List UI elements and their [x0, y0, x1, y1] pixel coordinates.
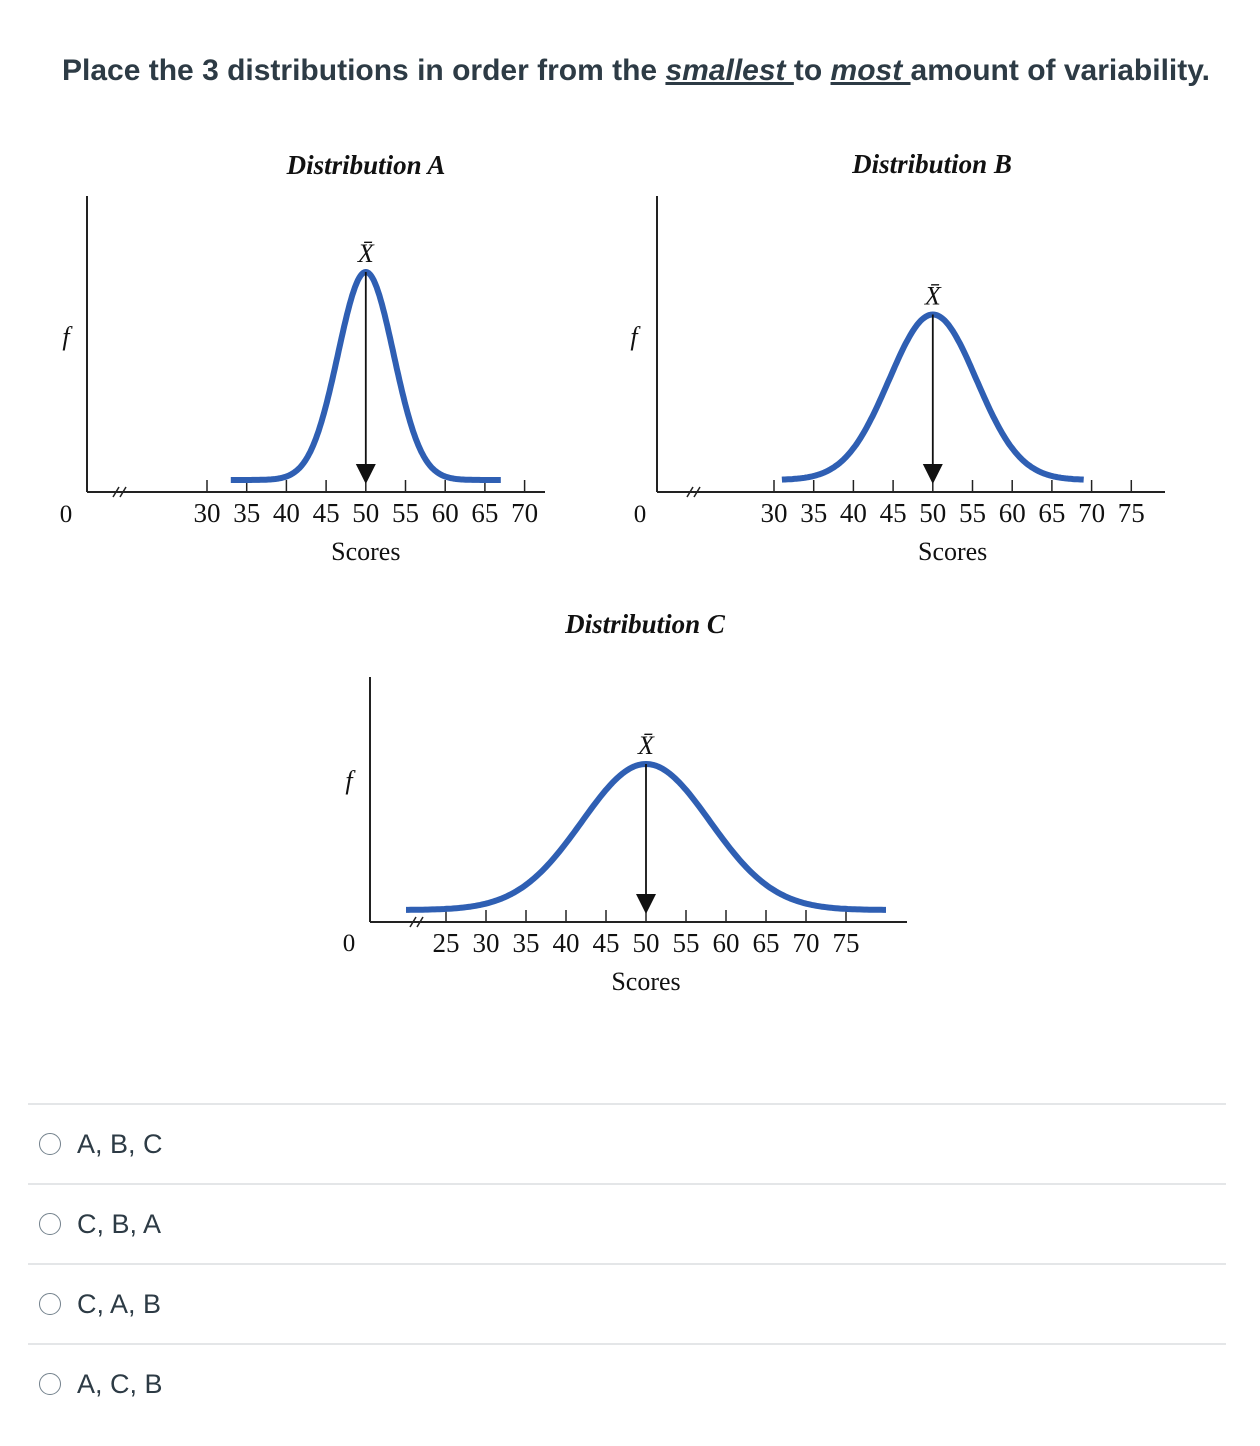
distributions-figure: Distribution A f 0 30 35 40 45 50 55 60 65 70 Scores… — [60, 149, 1165, 996]
x-tick-label: 30 — [473, 928, 500, 958]
x-axis-title: Scores — [611, 967, 680, 996]
x-tick-label: 30 — [761, 498, 788, 528]
x-tick-label: 65 — [1038, 498, 1065, 528]
answer-label: A, B, C — [77, 1128, 163, 1159]
y-origin-label: 0 — [60, 501, 73, 528]
x-axis-title: Scores — [918, 537, 987, 566]
x-tick-label: 60 — [432, 498, 459, 528]
question-text: Place the 3 distributions in order from … — [62, 50, 1242, 92]
question-post: amount of variability. — [910, 54, 1211, 87]
x-tick-label: 65 — [471, 498, 498, 528]
answer-option[interactable]: C, A, B — [28, 1263, 1226, 1343]
radio-button[interactable] — [39, 1133, 61, 1155]
axis-break-mark — [112, 486, 120, 498]
question-mid: to — [793, 54, 831, 87]
x-tick-label: 50 — [919, 498, 946, 528]
x-tick-label: 55 — [959, 498, 986, 528]
y-axis-label: f — [62, 322, 73, 351]
x-tick-label: 75 — [1118, 498, 1145, 528]
x-tick-label: 45 — [593, 928, 620, 958]
x-tick-label: 35 — [513, 928, 540, 958]
x-tick-label: 70 — [1078, 498, 1105, 528]
mean-label: X̄ — [357, 239, 375, 268]
x-axis-title: Scores — [331, 537, 400, 566]
x-tick-label: 40 — [553, 928, 580, 958]
question-emphasis-smallest: smallest — [665, 54, 794, 87]
x-tick-label: 70 — [793, 928, 820, 958]
answer-label: A, C, B — [77, 1368, 163, 1399]
y-origin-label: 0 — [634, 501, 647, 528]
answer-option[interactable]: C, B, A — [28, 1183, 1226, 1263]
mean-arrowhead — [355, 464, 376, 484]
axis-break-mark — [119, 486, 127, 498]
axis-break-mark — [416, 916, 424, 928]
y-origin-label: 0 — [343, 930, 356, 957]
answer-label: C, B, A — [77, 1208, 162, 1239]
answer-option[interactable]: A, B, C — [28, 1103, 1226, 1183]
mean-arrowhead — [636, 894, 656, 914]
x-tick-label: 70 — [511, 498, 538, 528]
axis-break-mark — [693, 486, 701, 498]
x-tick-label: 75 — [833, 928, 860, 958]
x-tick-label: 60 — [713, 928, 740, 958]
distribution-curve — [780, 311, 1086, 483]
axis-break-mark — [409, 916, 417, 928]
mean-arrowhead — [922, 464, 943, 484]
question-emphasis-most: most — [830, 54, 911, 87]
x-tick-label: 40 — [273, 498, 300, 528]
x-tick-label: 25 — [433, 928, 460, 958]
mean-label: X̄ — [637, 731, 655, 760]
y-axis-label: f — [345, 766, 356, 795]
answer-label: C, A, B — [77, 1288, 162, 1319]
axis-break-mark — [686, 486, 694, 498]
radio-button[interactable] — [39, 1293, 61, 1315]
mean-label: X̄ — [924, 282, 942, 311]
radio-button[interactable] — [39, 1213, 61, 1235]
x-tick-label: 65 — [753, 928, 780, 958]
x-tick-label: 35 — [233, 498, 260, 528]
x-tick-label: 55 — [673, 928, 700, 958]
x-tick-label: 50 — [633, 928, 660, 958]
chart-title: Distribution C — [564, 609, 726, 639]
answer-option[interactable]: A, C, B — [28, 1343, 1226, 1423]
question-pre: Place the 3 distributions in order from … — [62, 54, 666, 87]
answer-list: A, B, C C, B, A C, A, B A, C, B — [28, 1103, 1226, 1423]
chart-title: Distribution A — [286, 150, 446, 180]
y-axis-label: f — [630, 322, 641, 351]
x-tick-label: 50 — [352, 498, 379, 528]
x-tick-label: 30 — [194, 498, 221, 528]
x-tick-label: 45 — [880, 498, 907, 528]
chart-title: Distribution B — [851, 149, 1012, 179]
radio-button[interactable] — [39, 1373, 61, 1395]
x-tick-label: 40 — [840, 498, 867, 528]
x-tick-label: 60 — [999, 498, 1026, 528]
x-tick-label: 55 — [392, 498, 419, 528]
x-tick-label: 45 — [313, 498, 340, 528]
x-tick-label: 35 — [800, 498, 827, 528]
